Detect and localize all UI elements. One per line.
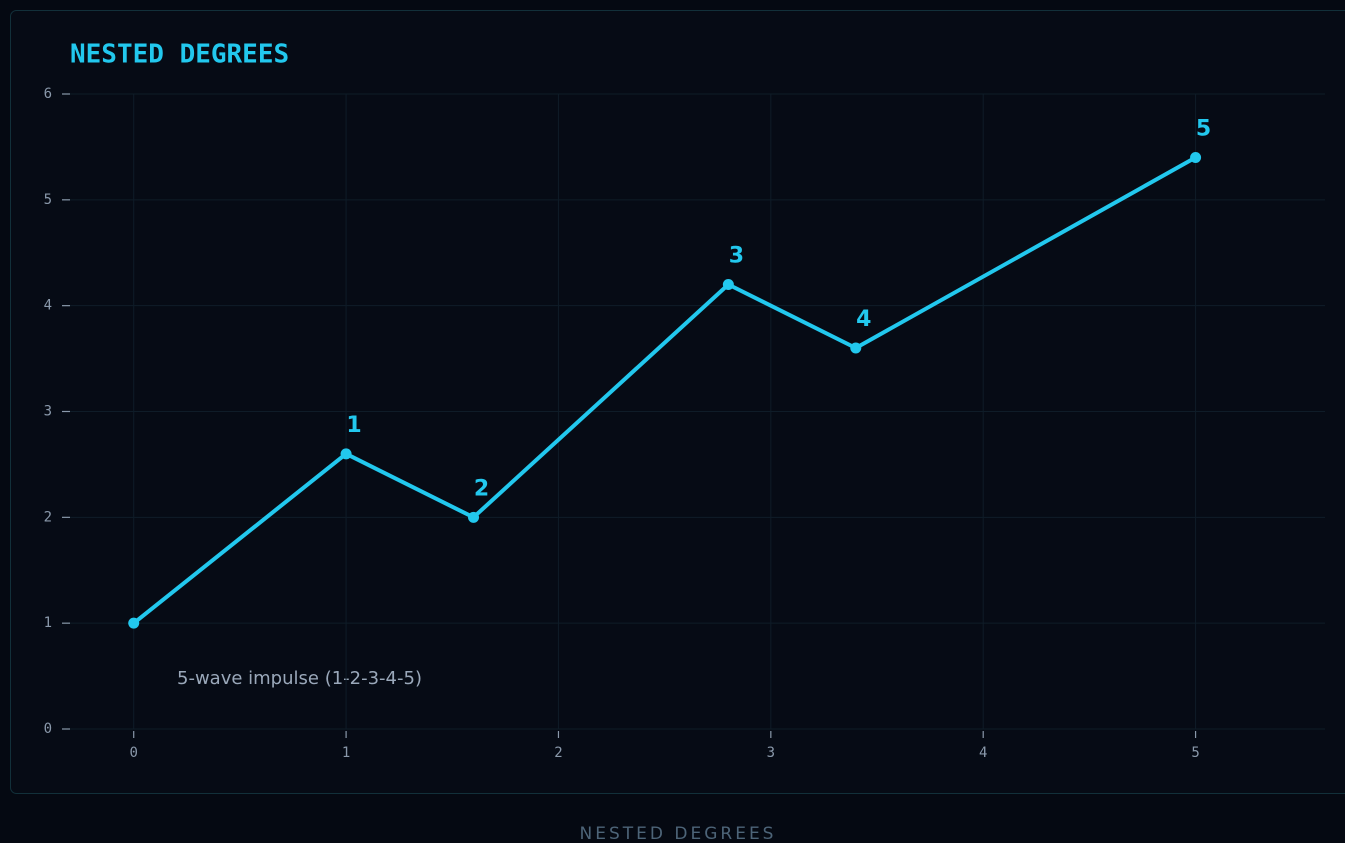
y-tick-label: 1 (44, 615, 52, 631)
point (340, 448, 352, 460)
y-tick-label: 0 (44, 721, 52, 737)
footer-caption: NESTED DEGREES (580, 824, 777, 843)
point-label: 1 (346, 413, 361, 438)
annotation: 5-wave impulse (1-2-3-4-5) (177, 668, 422, 689)
x-tick-label: 2 (554, 745, 562, 761)
point (1190, 152, 1202, 163)
x-tick-label: 3 (767, 745, 775, 761)
point-label: 5 (1196, 117, 1211, 142)
y-tick-label: 2 (44, 509, 52, 525)
x-tick-label: 0 (129, 745, 137, 761)
point (128, 617, 140, 629)
point (850, 342, 862, 354)
line (132, 155, 1197, 625)
point (468, 511, 480, 523)
x-tick-label: 1 (342, 745, 350, 761)
panel (10, 10, 1345, 794)
x-tick-label: 4 (979, 745, 987, 761)
chart-title: NESTED DEGREES (70, 40, 289, 70)
point-label: 2 (474, 476, 489, 501)
point-label: 3 (729, 244, 744, 269)
y-tick-label: 4 (44, 298, 52, 314)
point (722, 279, 734, 290)
y-tick-label: 5 (44, 192, 52, 208)
point-label: 4 (856, 307, 871, 332)
y-tick-label: 6 (44, 86, 52, 102)
y-tick-label: 3 (44, 404, 52, 420)
x-tick-label: 5 (1191, 745, 1199, 761)
